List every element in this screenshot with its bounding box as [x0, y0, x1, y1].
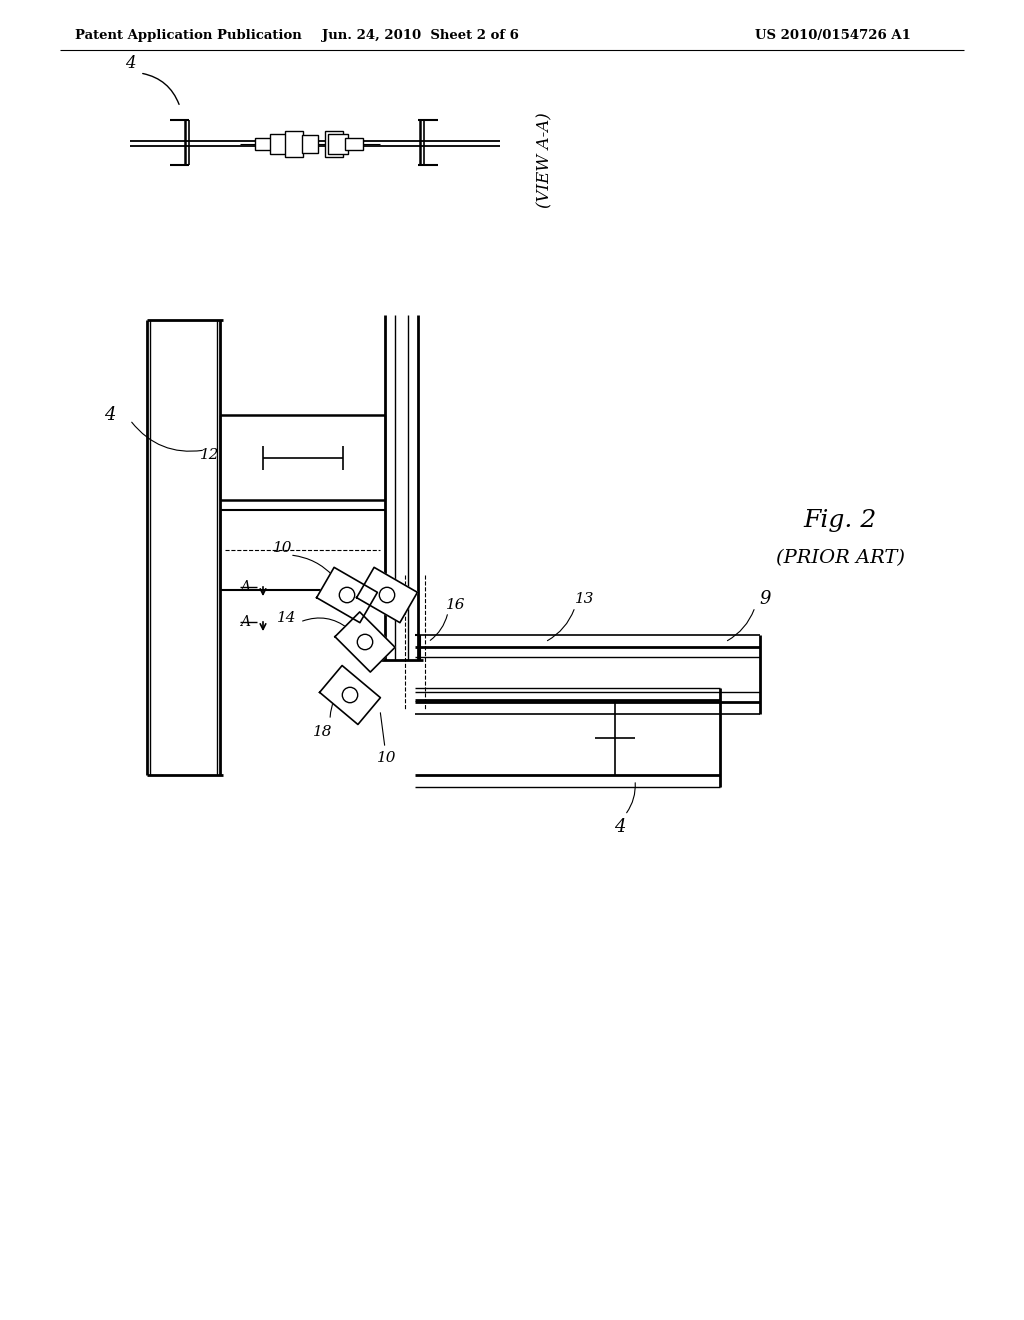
Text: 13: 13 [575, 591, 595, 606]
Polygon shape [319, 665, 380, 725]
Circle shape [342, 688, 357, 702]
Circle shape [339, 587, 354, 603]
Text: 18: 18 [313, 725, 333, 739]
Text: 12: 12 [201, 447, 220, 462]
Text: 10: 10 [377, 751, 396, 766]
Bar [255, 139, 273, 150]
Polygon shape [335, 612, 395, 672]
Bar [285, 131, 303, 157]
Text: 4: 4 [104, 407, 116, 424]
Text: 16: 16 [446, 598, 466, 612]
Text: 4: 4 [125, 54, 135, 71]
Bar [270, 135, 290, 154]
Bar [325, 131, 343, 157]
Circle shape [379, 587, 394, 603]
Text: A: A [240, 615, 250, 630]
Text: (PRIOR ART): (PRIOR ART) [775, 549, 904, 568]
Text: (VIEW A-A): (VIEW A-A) [537, 112, 554, 207]
Text: 10: 10 [273, 541, 293, 554]
Text: Jun. 24, 2010  Sheet 2 of 6: Jun. 24, 2010 Sheet 2 of 6 [322, 29, 518, 41]
Bar [302, 135, 318, 153]
Polygon shape [316, 568, 378, 623]
Polygon shape [356, 568, 418, 623]
Text: 4: 4 [614, 818, 626, 836]
Text: 9: 9 [759, 590, 771, 609]
Text: Patent Application Publication: Patent Application Publication [75, 29, 302, 41]
Circle shape [357, 635, 373, 649]
Bar [345, 139, 362, 150]
Text: 14: 14 [278, 611, 297, 624]
Text: US 2010/0154726 A1: US 2010/0154726 A1 [755, 29, 911, 41]
Text: A: A [240, 579, 250, 594]
Bar [328, 135, 348, 154]
Text: Fig. 2: Fig. 2 [804, 508, 877, 532]
